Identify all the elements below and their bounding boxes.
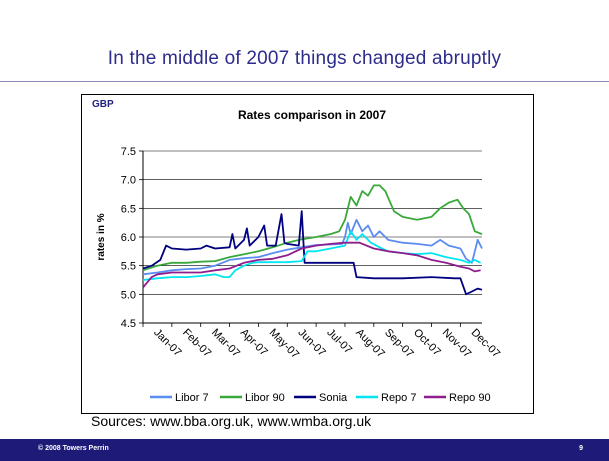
slide-title: In the middle of 2007 things changed abr… xyxy=(107,48,502,69)
series-line-repo-90 xyxy=(142,241,481,289)
x-tick-label: Sep-07 xyxy=(382,327,416,361)
copyright-text: © 2008 Towers Perrin xyxy=(38,445,109,452)
legend-label: Repo 7 xyxy=(381,392,416,404)
series-line-sonia xyxy=(142,210,483,296)
series-line-libor-7 xyxy=(142,218,483,276)
series-line-libor-90 xyxy=(142,184,483,272)
chart-frame xyxy=(81,94,534,414)
sources-note: Sources: www.bba.org.uk, www.wmba.org.uk xyxy=(91,413,372,429)
x-tick-label: Oct-07 xyxy=(411,327,443,359)
x-tick-label: May-07 xyxy=(267,327,301,361)
y-tick-label: 5.0 xyxy=(121,289,136,301)
x-tick-label: Apr-07 xyxy=(238,327,270,359)
x-tick-label: Jul-07 xyxy=(324,327,354,357)
x-tick-label: Aug-07 xyxy=(353,327,387,361)
y-tick-label: 7.0 xyxy=(121,175,136,187)
y-axis-label: rates in % xyxy=(96,213,107,260)
legend-label: Libor 7 xyxy=(175,392,209,404)
series-line-repo-7 xyxy=(142,230,482,281)
y-tick-label: 4.5 xyxy=(121,318,136,330)
y-tick-label: 6.0 xyxy=(121,232,136,244)
x-tick-label: Feb-07 xyxy=(180,327,213,360)
x-tick-label: Nov-07 xyxy=(440,327,474,361)
footer-bar: © 2008 Towers Perrin 9 xyxy=(0,439,609,461)
chart-corner-label: GBP xyxy=(92,99,114,110)
x-tick-label: Jan-07 xyxy=(151,327,183,359)
title-divider xyxy=(0,81,609,82)
x-tick-label: Jun-07 xyxy=(296,327,328,359)
legend-label: Repo 90 xyxy=(449,392,491,404)
x-tick-label: Dec-07 xyxy=(469,327,503,361)
x-tick-label: Mar-07 xyxy=(209,327,242,360)
page-number: 9 xyxy=(579,445,583,452)
y-tick-label: 5.5 xyxy=(121,261,136,273)
legend-label: Libor 90 xyxy=(245,392,285,404)
y-tick-label: 7.5 xyxy=(121,146,136,158)
legend-label: Sonia xyxy=(319,392,348,404)
y-tick-label: 6.5 xyxy=(121,203,136,215)
chart-title: Rates comparison in 2007 xyxy=(237,108,387,122)
